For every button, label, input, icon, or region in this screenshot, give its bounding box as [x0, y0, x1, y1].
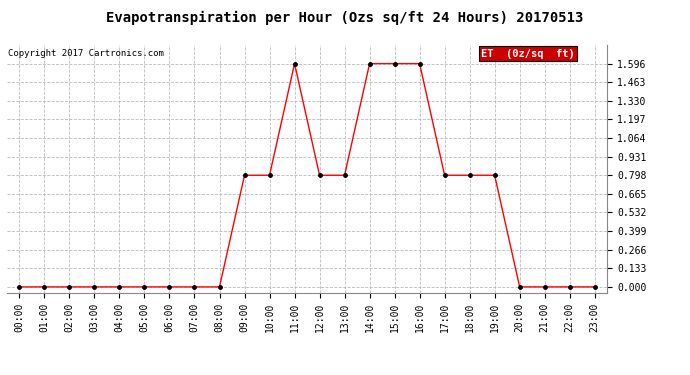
Text: Copyright 2017 Cartronics.com: Copyright 2017 Cartronics.com: [8, 49, 164, 58]
Text: ET  (0z/sq  ft): ET (0z/sq ft): [481, 49, 575, 59]
Text: Evapotranspiration per Hour (Ozs sq/ft 24 Hours) 20170513: Evapotranspiration per Hour (Ozs sq/ft 2…: [106, 11, 584, 26]
